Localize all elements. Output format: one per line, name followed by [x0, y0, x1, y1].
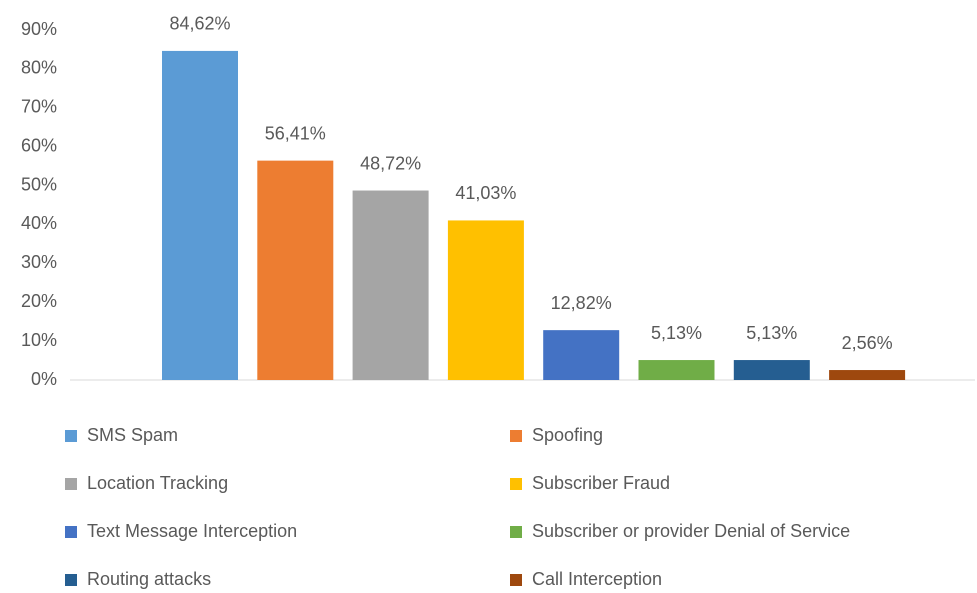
legend-swatch	[510, 430, 522, 442]
legend-label: Subscriber or provider Denial of Service	[532, 521, 850, 541]
bar	[638, 360, 715, 380]
y-tick-label: 60%	[21, 135, 57, 155]
y-tick-label: 40%	[21, 213, 57, 233]
y-tick-label: 30%	[21, 252, 57, 272]
bar	[733, 360, 810, 380]
legend-label: Spoofing	[532, 425, 603, 445]
legend-label: Call Interception	[532, 569, 662, 589]
y-tick-label: 70%	[21, 97, 57, 117]
data-label: 56,41%	[265, 123, 326, 143]
legend-swatch	[510, 478, 522, 490]
data-label: 41,03%	[455, 183, 516, 203]
legend-swatch	[65, 526, 77, 538]
bar	[543, 330, 620, 380]
data-label: 5,13%	[746, 323, 797, 343]
bar	[257, 160, 334, 380]
legend-swatch	[65, 574, 77, 586]
legend-label: Text Message Interception	[87, 521, 297, 541]
legend-label: Subscriber Fraud	[532, 473, 670, 493]
y-tick-label: 50%	[21, 174, 57, 194]
bar	[447, 220, 524, 380]
bar	[829, 370, 906, 380]
legend-swatch	[65, 478, 77, 490]
legend-swatch	[510, 526, 522, 538]
legend-swatch	[65, 430, 77, 442]
bar	[352, 190, 429, 380]
data-label: 84,62%	[169, 14, 230, 34]
y-tick-label: 0%	[31, 369, 57, 389]
legend-label: Routing attacks	[87, 569, 211, 589]
data-label: 5,13%	[651, 323, 702, 343]
legend-swatch	[510, 574, 522, 586]
y-tick-label: 90%	[21, 19, 57, 39]
data-label: 12,82%	[551, 293, 612, 313]
bar	[162, 50, 238, 381]
y-tick-label: 10%	[21, 330, 57, 350]
legend-label: Location Tracking	[87, 473, 228, 493]
y-tick-label: 20%	[21, 291, 57, 311]
data-label: 2,56%	[842, 333, 893, 353]
legend-label: SMS Spam	[87, 425, 178, 445]
y-tick-label: 80%	[21, 58, 57, 78]
data-label: 48,72%	[360, 153, 421, 173]
